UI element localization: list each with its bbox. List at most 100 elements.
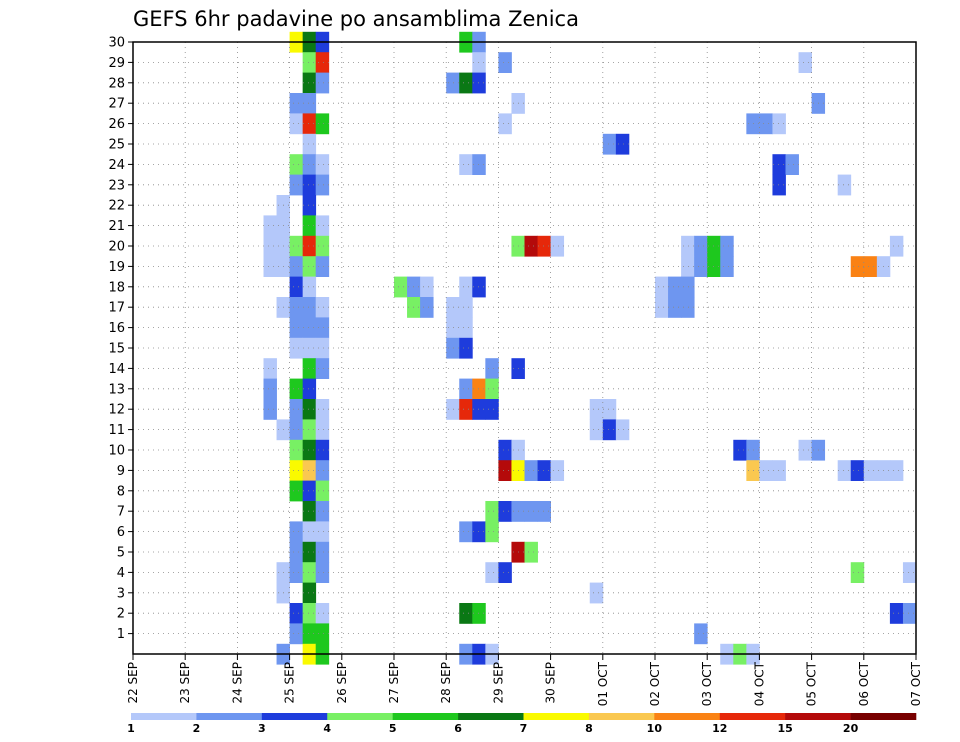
precip-cell: [315, 480, 330, 502]
precip-cell: [602, 399, 617, 420]
precip-cell: [681, 235, 695, 257]
precip-cell: [459, 297, 473, 318]
precip-cell: [289, 480, 304, 502]
precip-cell: [289, 317, 304, 339]
precip-cell: [472, 378, 486, 400]
precip-cell: [302, 623, 317, 645]
y-tick-label: 5: [117, 546, 125, 561]
y-tick-label: 18: [108, 280, 125, 295]
y-tick-label: 9: [117, 464, 125, 479]
y-tick-label: 1: [117, 627, 125, 642]
colorbar-swatch: [196, 713, 263, 720]
precip-cell: [850, 562, 865, 583]
precip-cell: [655, 297, 669, 318]
y-tick-label: 30: [108, 36, 125, 51]
colorbar-swatch: [654, 713, 721, 720]
precip-cell: [289, 378, 304, 400]
colorbar-swatch: [131, 713, 197, 720]
x-tick-label: 02 OCT: [648, 661, 662, 706]
precip-cell: [850, 256, 865, 277]
precip-cell: [302, 460, 317, 481]
precip-cell: [302, 235, 317, 257]
precip-cell: [263, 358, 277, 379]
y-tick-label: 25: [108, 138, 125, 153]
colorbar-swatch: [523, 713, 590, 720]
precip-cell: [289, 399, 304, 420]
precip-cell: [837, 460, 852, 481]
precip-cell: [315, 174, 330, 196]
colorbar-label: 2: [193, 722, 201, 735]
precip-cell: [302, 133, 317, 155]
x-tick-label: 30 SEP: [544, 662, 558, 704]
colorbar-label: 10: [647, 722, 663, 735]
precip-cell: [302, 174, 317, 196]
colorbar-label: 8: [585, 722, 593, 735]
precip-cell: [472, 521, 486, 543]
precip-cell: [615, 419, 630, 441]
x-tick-label: 27 SEP: [387, 662, 401, 704]
precip-cell: [459, 276, 473, 298]
precip-cell: [485, 521, 499, 543]
precip-cell: [315, 72, 330, 94]
precip-cell: [302, 52, 317, 73]
y-tick-label: 14: [108, 362, 125, 377]
precip-cell: [289, 297, 304, 318]
y-tick-label: 17: [108, 301, 125, 316]
x-tick-label: 26 SEP: [335, 662, 349, 704]
precip-cell: [315, 337, 330, 359]
precip-cell: [524, 501, 538, 522]
precip-cell: [681, 256, 695, 277]
precip-cell: [315, 460, 330, 481]
precip-cell: [289, 256, 304, 277]
precip-cell: [889, 235, 904, 257]
precip-cell: [315, 113, 330, 135]
precip-cell: [681, 276, 695, 298]
precip-cell: [315, 439, 330, 461]
colorbar-label: 20: [843, 722, 859, 735]
precip-cell: [302, 521, 317, 543]
precip-cell: [289, 460, 304, 481]
precip-cell: [459, 154, 473, 175]
precip-cell: [459, 399, 473, 420]
precip-cell: [785, 154, 799, 175]
y-tick-label: 16: [108, 321, 125, 336]
y-tick-label: 7: [117, 505, 125, 520]
precip-cell: [485, 562, 499, 583]
precip-cell: [315, 52, 330, 73]
x-tick-label: 24 SEP: [230, 662, 244, 704]
colorbar-label: 1: [127, 722, 135, 735]
precip-cell: [759, 460, 773, 481]
precip-cell: [263, 256, 277, 277]
y-tick-label: 15: [108, 342, 125, 357]
y-tick-label: 22: [108, 199, 125, 214]
precip-cell: [446, 72, 460, 94]
precip-cell: [655, 276, 669, 298]
precip-cell: [420, 297, 434, 318]
precip-cell: [498, 113, 512, 135]
precip-cell: [289, 562, 304, 583]
y-tick-label: 3: [117, 586, 125, 601]
precip-cell: [263, 235, 277, 257]
precip-cell: [315, 541, 330, 563]
precip-cell: [615, 133, 630, 155]
precip-cell: [668, 297, 682, 318]
precip-cell: [668, 276, 682, 298]
precip-cell: [302, 256, 317, 277]
colorbar-swatch: [850, 713, 917, 720]
precip-cell: [315, 358, 330, 379]
precip-cell: [837, 174, 852, 196]
y-tick-label: 23: [108, 178, 125, 193]
precip-cell: [315, 419, 330, 441]
precip-cell: [446, 399, 460, 420]
precip-cell: [302, 358, 317, 379]
precip-cell: [289, 337, 304, 359]
precip-cell: [863, 460, 878, 481]
precip-cell: [315, 317, 330, 339]
precip-cell: [485, 399, 499, 420]
precip-cell: [524, 541, 538, 563]
precip-cell: [420, 276, 434, 298]
precip-cell: [446, 337, 460, 359]
precip-cell: [302, 562, 317, 583]
x-tick-label: 22 SEP: [126, 662, 140, 704]
precip-cell: [302, 195, 317, 216]
